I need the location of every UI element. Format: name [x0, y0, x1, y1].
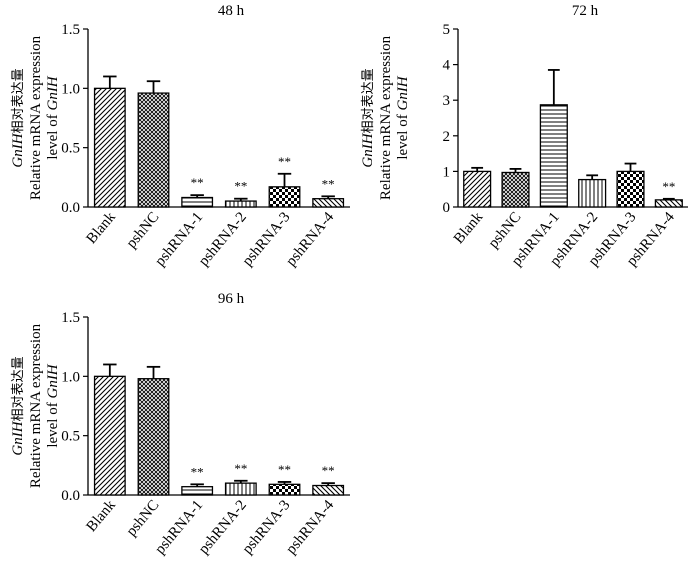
y-tick-label: 0.0 [61, 200, 80, 216]
y-axis-label-line: level of GnIH [45, 363, 61, 447]
significance-label: ** [234, 461, 247, 476]
y-axis-label-line: level of GnIH [45, 75, 61, 159]
bar [268, 483, 301, 496]
bar [539, 104, 568, 208]
bar [654, 199, 683, 208]
significance-label: ** [322, 463, 335, 478]
x-tick-label: Blank [84, 497, 120, 535]
x-tick-label: pshNC [486, 209, 525, 251]
bar [268, 186, 301, 208]
x-tick-label: Blank [451, 209, 487, 247]
bar [224, 482, 257, 496]
y-tick-label: 1.0 [61, 369, 80, 385]
x-tick-label: pshNC [124, 209, 163, 251]
significance-label: ** [234, 179, 247, 194]
y-tick-label: 1.5 [61, 310, 80, 326]
significance-label: ** [191, 175, 204, 190]
y-tick-label: 1.5 [61, 22, 80, 38]
y-tick-label: 4 [443, 58, 451, 74]
y-tick-label: 2 [443, 129, 451, 145]
chart-title: 96 h [218, 291, 245, 307]
bar [224, 200, 257, 208]
bar [93, 87, 126, 208]
chart-title: 72 h [572, 3, 599, 19]
significance-label: ** [322, 176, 335, 191]
y-tick-label: 5 [443, 22, 451, 38]
bar [137, 378, 170, 496]
bar [463, 170, 492, 208]
y-axis-label-line: Relative mRNA expression [28, 323, 44, 488]
y-axis-label-line: GnIH相对表达量 [10, 68, 26, 167]
y-axis-label-line: Relative mRNA expression [378, 35, 394, 200]
x-tick-label: Blank [84, 209, 120, 247]
chart-title: 48 h [218, 3, 245, 19]
chart-panel-72h: 72 h 0 1 2 3 4 5 GnIH相对表达量 Relative mRNA express… [360, 3, 688, 269]
bar [312, 198, 345, 208]
y-tick-label: 0.0 [61, 488, 80, 504]
significance-label: ** [278, 462, 291, 477]
y-tick-label: 3 [443, 93, 451, 109]
x-tick-label: pshNC [124, 497, 163, 539]
bar [137, 92, 170, 208]
y-axis-label-line: Relative mRNA expression [28, 35, 44, 200]
bar [181, 486, 214, 496]
y-tick-label: 0.5 [61, 429, 80, 445]
significance-label: ** [191, 464, 204, 479]
y-tick-label: 1 [443, 164, 451, 180]
y-tick-label: 0.5 [61, 141, 80, 157]
y-axis-label-line: level of GnIH [395, 75, 411, 159]
chart-panel-96h: 96 h 0.0 0.5 1.0 1.5 GnIH相对表达量 Relative mRNA e… [10, 291, 350, 557]
bar [578, 178, 607, 208]
bar [181, 196, 214, 208]
y-tick-label: 0 [443, 200, 451, 216]
significance-label: ** [278, 154, 291, 169]
chart-panel-48h: 48 h 0.0 0.5 1.0 1.5 GnIH相对表达量 Relative mRNA e… [10, 3, 350, 269]
y-axis-label-line: GnIH相对表达量 [360, 68, 376, 167]
y-tick-label: 1.0 [61, 81, 80, 97]
bar [93, 375, 126, 496]
significance-label: ** [662, 179, 675, 194]
bar [616, 170, 645, 208]
bar [501, 171, 530, 208]
bar [312, 484, 345, 496]
y-axis-label-line: GnIH相对表达量 [10, 356, 26, 455]
